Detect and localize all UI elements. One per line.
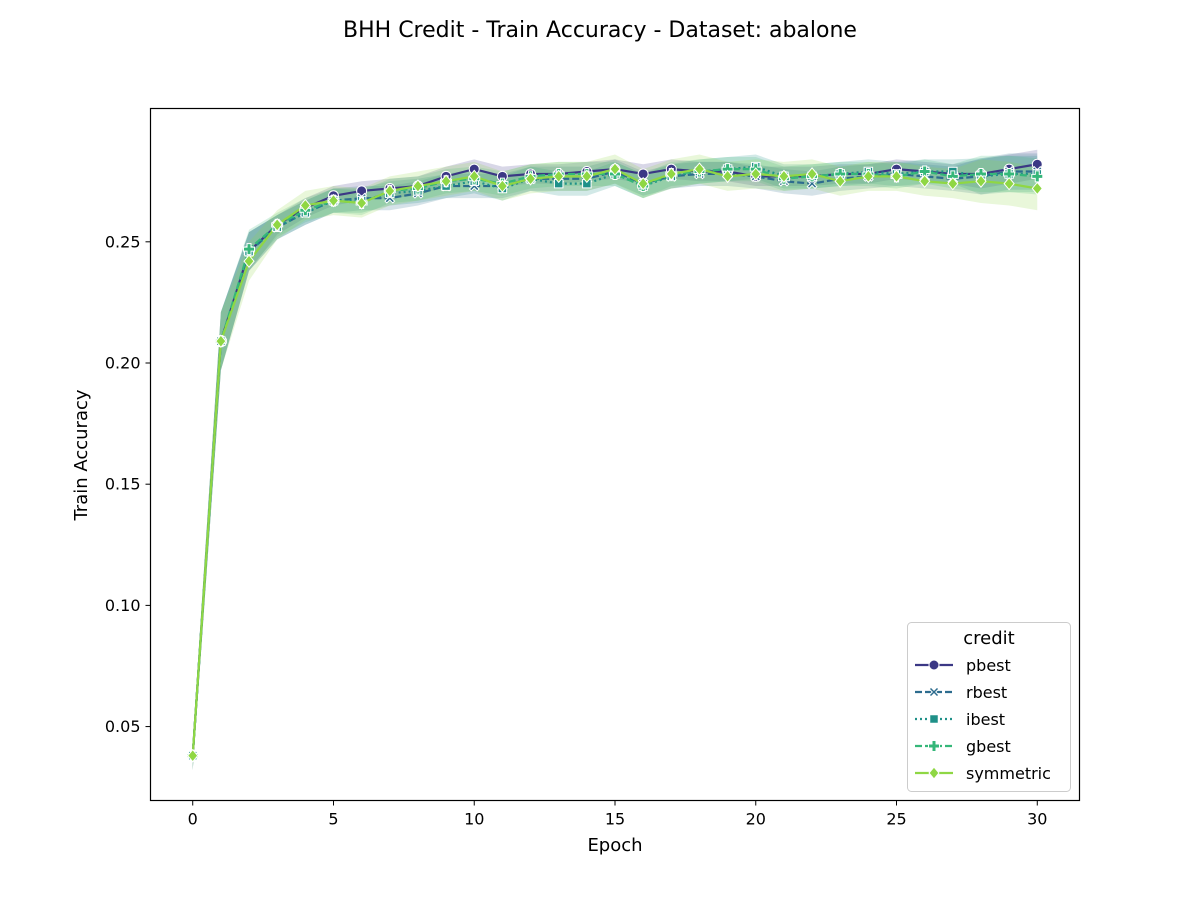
marker-gbest [243, 243, 256, 256]
y-tick-label: 0.20 [105, 354, 141, 373]
marker-symmetric [609, 162, 621, 176]
legend-marker-symmetric [928, 766, 940, 780]
y-axis-ticks: 0.05 0.10 0.15 0.20 0.25 [105, 232, 151, 736]
y-tick-label: 0.10 [105, 596, 141, 615]
legend-label-ibest: ibest [966, 710, 1005, 729]
marker-symmetric [384, 184, 396, 198]
marker-symmetric [1003, 176, 1015, 191]
band-gbest [192, 155, 1038, 771]
marker-symmetric [665, 167, 677, 181]
marker-symmetric [1031, 181, 1043, 196]
x-tick-label: 20 [746, 810, 766, 829]
marker-symmetric [496, 179, 509, 193]
y-tick-label: 0.05 [105, 717, 141, 736]
x-tick-label: 30 [1027, 810, 1047, 829]
legend-label-pbest: pbest [966, 656, 1011, 675]
legend-title: credit [963, 628, 1014, 649]
legend-label-symmetric: symmetric [966, 764, 1051, 783]
legend-label-rbest: rbest [966, 683, 1007, 702]
legend-marker-pbest [928, 659, 940, 671]
confidence-bands [192, 149, 1038, 771]
x-tick-label: 0 [188, 810, 198, 829]
marker-symmetric [468, 169, 480, 184]
x-axis-ticks: 0 5 10 15 20 25 30 [188, 800, 1047, 829]
marker-symmetric [834, 174, 846, 188]
marker-symmetric [355, 196, 368, 210]
legend: credit pbest rbest ibest gbest symmetric [907, 622, 1071, 792]
marker-symmetric [553, 169, 565, 184]
x-tick-label: 10 [464, 810, 484, 829]
marker-symmetric [187, 748, 199, 763]
x-tick-label: 25 [886, 810, 906, 829]
marker-symmetric [806, 167, 818, 181]
marker-symmetric [947, 176, 959, 191]
marker-symmetric [919, 174, 931, 188]
y-tick-label: 0.15 [105, 475, 141, 494]
band-ibest [192, 154, 1038, 771]
legend-marker-ibest [929, 714, 939, 724]
legend-marker-gbest [928, 740, 940, 752]
marker-symmetric [890, 169, 903, 184]
x-axis-label: Epoch [587, 835, 642, 856]
marker-symmetric [524, 172, 537, 186]
legend-label-gbest: gbest [966, 737, 1011, 756]
marker-symmetric [693, 162, 706, 176]
marker-symmetric [721, 169, 734, 184]
y-tick-label: 0.25 [105, 232, 141, 251]
marker-symmetric [862, 169, 875, 184]
marker-symmetric [637, 176, 649, 191]
chart-title: BHH Credit - Train Accuracy - Dataset: a… [343, 18, 857, 43]
marker-symmetric [581, 169, 593, 184]
legend-marker-rbest [928, 686, 940, 698]
marker-symmetric [440, 174, 452, 188]
marker-symmetric [299, 198, 311, 213]
marker-symmetric [778, 169, 790, 184]
marker-symmetric [215, 334, 227, 348]
legend-items: pbest rbest ibest gbest symmetric [915, 656, 1051, 783]
marker-symmetric [243, 254, 255, 268]
marker-symmetric [271, 218, 283, 232]
marker-symmetric [975, 174, 987, 188]
band-symmetric [192, 154, 1038, 771]
marker-symmetric [750, 167, 762, 181]
x-tick-label: 15 [605, 810, 625, 829]
series-markers [186, 158, 1044, 763]
x-tick-label: 5 [328, 810, 338, 829]
marker-gbest [1031, 170, 1044, 183]
y-axis-label: Train Accuracy [71, 389, 92, 521]
marker-symmetric [412, 179, 424, 193]
marker-symmetric [327, 193, 340, 208]
